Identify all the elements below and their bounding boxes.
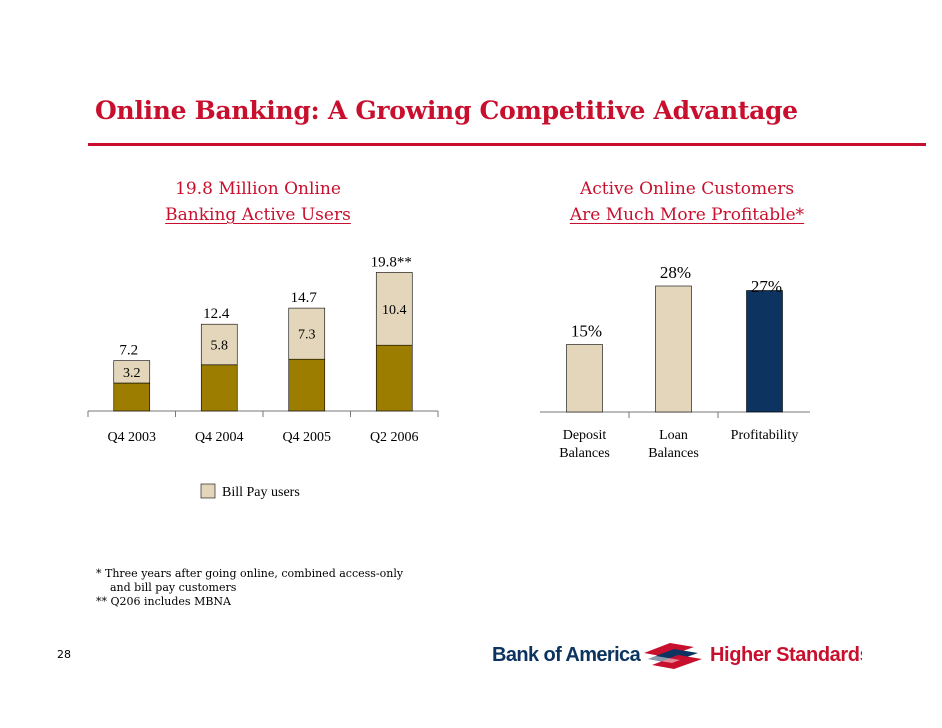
right-chart-title: Active Online Customers Are Much More Pr…	[552, 176, 822, 228]
bill-pay-value-label: 3.2	[123, 366, 141, 381]
x-axis-tick-label: Balances	[648, 446, 699, 461]
profitability-chart: 15% Deposit Balances 28% Loan Balances 27% Prof…	[540, 263, 810, 461]
x-axis-tick-label: Loan	[659, 428, 688, 443]
logo-brand-text: Bank of America	[492, 644, 642, 666]
bill-pay-value-label: 10.4	[382, 303, 407, 318]
left-chart-title-line1: 19.8 Million Online	[175, 179, 341, 199]
total-value-label: 19.8**	[371, 254, 412, 270]
bar-segment-bill-pay	[113, 360, 151, 384]
flag-icon	[644, 643, 702, 669]
footnotes: * Three years after going online, combin…	[96, 567, 403, 609]
x-axis-tick-label: Q4 2005	[282, 430, 331, 445]
x-axis-tick-label: Q2 2006	[370, 430, 419, 445]
bar-segment-bill-pay	[288, 307, 326, 360]
total-value-label: 12.4	[203, 306, 230, 322]
bill-pay-value-label: 7.3	[298, 328, 316, 343]
bar-value-label: 15%	[571, 322, 602, 341]
title-divider	[88, 143, 926, 146]
slide-title: Online Banking: A Growing Competitive Ad…	[95, 96, 798, 125]
bank-of-america-logo: Bank of America Higher Standards	[492, 643, 862, 669]
bar-segment-bill-pay	[375, 272, 413, 346]
bar-segment-other-users	[113, 382, 151, 412]
bar	[655, 285, 692, 413]
bar-segment-other-users	[200, 364, 238, 412]
footnote-3: ** Q206 includes MBNA	[96, 595, 231, 608]
x-axis-tick-label: Balances	[559, 446, 610, 461]
bar-segment-bill-pay	[200, 323, 238, 366]
right-chart-title-line1: Active Online Customers	[579, 179, 795, 199]
left-chart-title: 19.8 Million Online Banking Active Users	[150, 176, 366, 228]
bar-value-label: 28%	[660, 263, 691, 282]
footnote-2: and bill pay customers	[110, 581, 237, 594]
total-value-label: 14.7	[291, 290, 318, 306]
active-users-chart: 3.2 7.2 Q4 2003 5.8 12.4 Q4 2004 7.3 14.7 Q4 200…	[87, 254, 439, 500]
bar-segment-other-users	[288, 358, 326, 412]
bar	[746, 290, 783, 413]
x-axis-tick-label: Deposit	[563, 428, 607, 443]
right-chart-title-line2: Are Much More Profitable*	[569, 205, 805, 225]
x-axis-tick-label: Q4 2004	[195, 430, 244, 445]
legend-label-bill-pay: Bill Pay users	[222, 485, 300, 500]
bar-value-label: 27%	[751, 277, 782, 296]
legend-swatch-bill-pay	[200, 483, 216, 499]
left-chart-title-line2: Banking Active Users	[165, 205, 351, 225]
logo-tagline-text: Higher Standards	[710, 644, 862, 666]
bar	[566, 344, 603, 413]
bill-pay-value-label: 5.8	[211, 339, 229, 354]
x-axis-tick-label: Q4 2003	[107, 430, 156, 445]
footnote-1: * Three years after going online, combin…	[96, 567, 404, 580]
x-axis-tick-label: Profitability	[731, 428, 799, 443]
total-value-label: 7.2	[119, 343, 138, 359]
page-number: 28	[57, 648, 71, 661]
bar-segment-other-users	[375, 344, 413, 412]
